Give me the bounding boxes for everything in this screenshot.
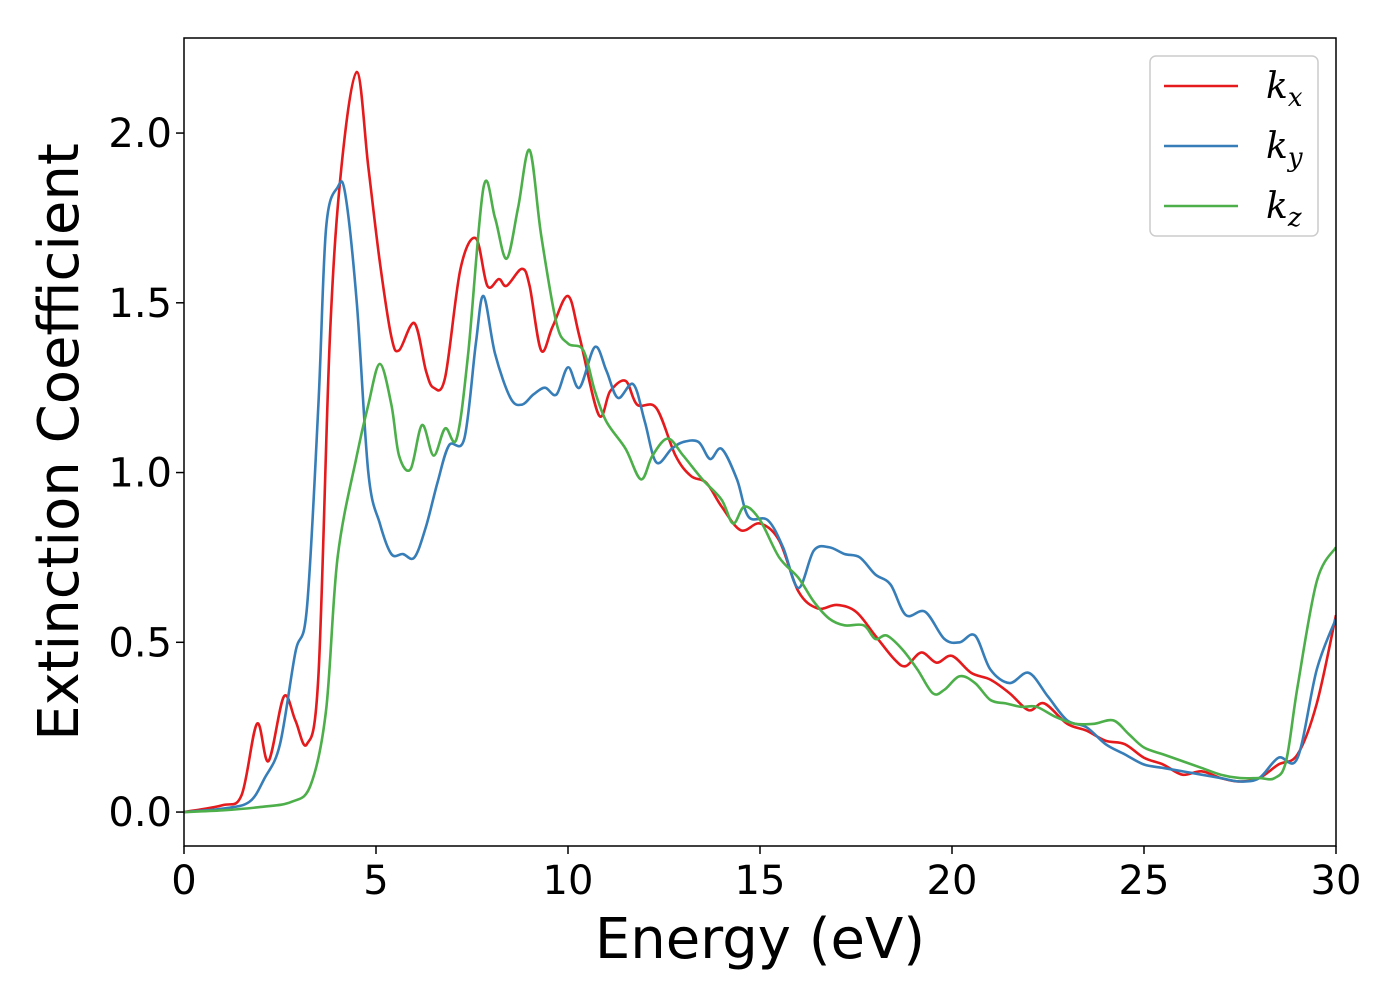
- x-tick-label: 30: [1311, 858, 1362, 904]
- y-tick-label: 0.0: [108, 790, 172, 836]
- y-axis: 0.0 0.5 1.0 1.5 2.0: [108, 111, 184, 836]
- x-axis: 0 5 10 15 20 25 30: [171, 846, 1361, 904]
- y-tick-label: 0.5: [108, 620, 172, 666]
- x-tick-label: 20: [927, 858, 978, 904]
- x-tick-label: 15: [735, 858, 786, 904]
- x-tick-label: 5: [363, 858, 388, 904]
- x-tick-label: 10: [543, 858, 594, 904]
- legend: kx ky kz: [1149, 55, 1319, 237]
- x-axis-title: Energy (eV): [595, 907, 925, 972]
- legend-label-ky: ky: [1266, 126, 1303, 173]
- y-tick-label: 1.0: [108, 451, 172, 497]
- y-tick-label: 2.0: [108, 111, 172, 157]
- x-tick-label: 0: [171, 858, 196, 904]
- y-tick-label: 1.5: [108, 281, 172, 327]
- legend-label-kz: kz: [1266, 186, 1302, 233]
- x-tick-label: 25: [1119, 858, 1170, 904]
- legend-label-kx: kx: [1266, 66, 1303, 113]
- series-line-kz: [184, 148, 1336, 814]
- y-axis-title: Extinction Coefficient: [27, 143, 92, 741]
- series-line-ky: [184, 180, 1336, 814]
